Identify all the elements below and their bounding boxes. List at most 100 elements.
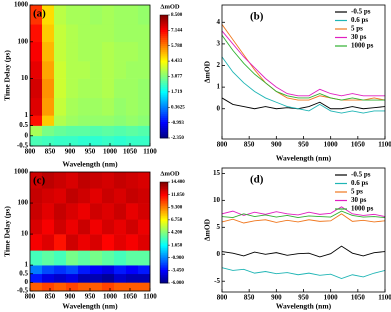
heatmap-cell	[42, 172, 55, 189]
heatmap-cell	[78, 41, 91, 62]
colorbar-swatch	[160, 234, 168, 237]
series-line	[221, 56, 385, 114]
colorbar-swatch	[160, 90, 168, 94]
colorbar-swatch	[160, 267, 168, 270]
x-tick-label: 900	[65, 148, 76, 156]
y-tick-label: 10	[21, 74, 29, 82]
colorbar-tick-label: 4.433	[171, 59, 183, 64]
x-tick-label: 800	[25, 148, 36, 156]
legend-label: 5 ps	[351, 188, 363, 196]
y-tick-label: 0	[25, 278, 29, 286]
heatmap-cell	[138, 188, 151, 204]
heatmap-cell	[126, 188, 139, 204]
colorbar-swatch	[160, 121, 168, 125]
x-tick-label: 1000	[324, 294, 339, 302]
heatmap-cell	[126, 234, 139, 251]
colorbar-swatch	[160, 262, 168, 265]
y-tick-label: 0	[25, 131, 29, 139]
heatmap-cell	[66, 265, 79, 275]
colorbar-swatch	[160, 229, 168, 232]
heatmap-cell	[54, 135, 67, 147]
heatmap-cell	[78, 125, 91, 137]
heatmap-cell	[102, 41, 115, 62]
heatmap-cell	[126, 265, 139, 275]
heatmap-cell	[138, 265, 151, 275]
x-tick-label: 1050	[351, 141, 366, 149]
legend-label: 1000 ps	[351, 42, 374, 50]
heatmap-cell	[30, 172, 43, 189]
heatmap-cell	[66, 61, 79, 79]
x-tick-label: 1100	[378, 141, 391, 149]
colorbar-swatch	[160, 58, 168, 61]
colorbar-swatch	[160, 131, 168, 135]
heatmap-cell	[138, 172, 151, 189]
heatmap-cell	[114, 5, 127, 25]
y-axis-label: ΔmOD	[203, 218, 212, 241]
y-tick-label: 0.5	[19, 269, 28, 277]
x-tick-label: 1050	[123, 148, 138, 156]
colorbar-swatch	[160, 251, 168, 254]
heatmap-cell	[78, 172, 91, 189]
heatmap-cell	[30, 61, 43, 79]
legend-label: 30 ps	[351, 196, 367, 204]
heatmap-cell	[102, 24, 115, 43]
colorbar-swatch	[160, 192, 168, 195]
y-tick-label: 3	[217, 40, 221, 48]
heatmap-cell	[30, 188, 43, 204]
colorbar-swatch	[160, 249, 168, 252]
colorbar-swatch	[160, 232, 168, 235]
colorbar-tick-label: 9.300	[171, 205, 183, 210]
y-tick-label: -5	[214, 277, 220, 285]
heatmap-cell	[42, 273, 55, 283]
heatmap-cell	[30, 5, 43, 25]
colorbar-swatch	[160, 266, 168, 269]
legend-label: 30 ps	[351, 33, 367, 41]
x-tick-label: 850	[244, 294, 255, 302]
heatmap-cell	[42, 5, 55, 25]
colorbar-swatch	[160, 86, 168, 90]
colorbar-swatch	[160, 198, 168, 201]
heatmap-cell	[90, 125, 103, 137]
heatmap-cell	[30, 234, 43, 251]
heatmap-cell	[66, 219, 79, 235]
colorbar-swatch	[160, 187, 168, 190]
heatmap-cell	[54, 125, 67, 137]
heatmap-cell	[42, 265, 55, 275]
colorbar-swatch	[160, 115, 168, 118]
heatmap-cell	[114, 97, 127, 116]
colorbar-swatch	[160, 183, 168, 186]
heatmap-cell	[138, 24, 151, 43]
colorbar-swatch	[160, 225, 168, 228]
x-tick-label: 850	[45, 293, 56, 301]
colorbar-swatch	[160, 205, 168, 208]
x-tick-label: 1000	[103, 293, 118, 301]
heatmap-cell	[42, 219, 55, 235]
heatmap-cell	[90, 188, 103, 204]
colorbar-tick-label: 0.3625	[171, 105, 185, 110]
heatmap-cell	[42, 234, 55, 251]
y-tick-label: 1000	[14, 1, 29, 9]
heatmap-cell	[66, 125, 79, 137]
colorbar-swatch	[160, 240, 168, 243]
colorbar-swatch	[160, 274, 168, 277]
x-tick-label: 950	[298, 141, 309, 149]
colorbar-swatch	[160, 80, 168, 84]
legend-label: -0.5 ps	[351, 171, 371, 179]
colorbar-swatch	[160, 239, 168, 242]
heatmap-cell	[138, 41, 151, 62]
heatmap-cell	[54, 265, 67, 275]
heatmap-cell	[126, 115, 139, 126]
colorbar-swatch	[160, 245, 168, 249]
heatmap-cell	[90, 219, 103, 235]
colorbar-swatch	[160, 70, 168, 73]
y-tick-label: 0.5	[19, 121, 28, 129]
colorbar-swatch	[160, 271, 168, 274]
legend-label: 0.6 ps	[351, 179, 368, 187]
colorbar-tick-label: 1.719	[171, 90, 183, 95]
heatmap-cell	[42, 203, 55, 220]
heatmap-cell	[66, 282, 79, 292]
panel-label: (c)	[33, 175, 46, 187]
x-tick-label: 900	[271, 141, 282, 149]
x-tick-label: 950	[85, 148, 96, 156]
heatmap-cell	[114, 125, 127, 137]
